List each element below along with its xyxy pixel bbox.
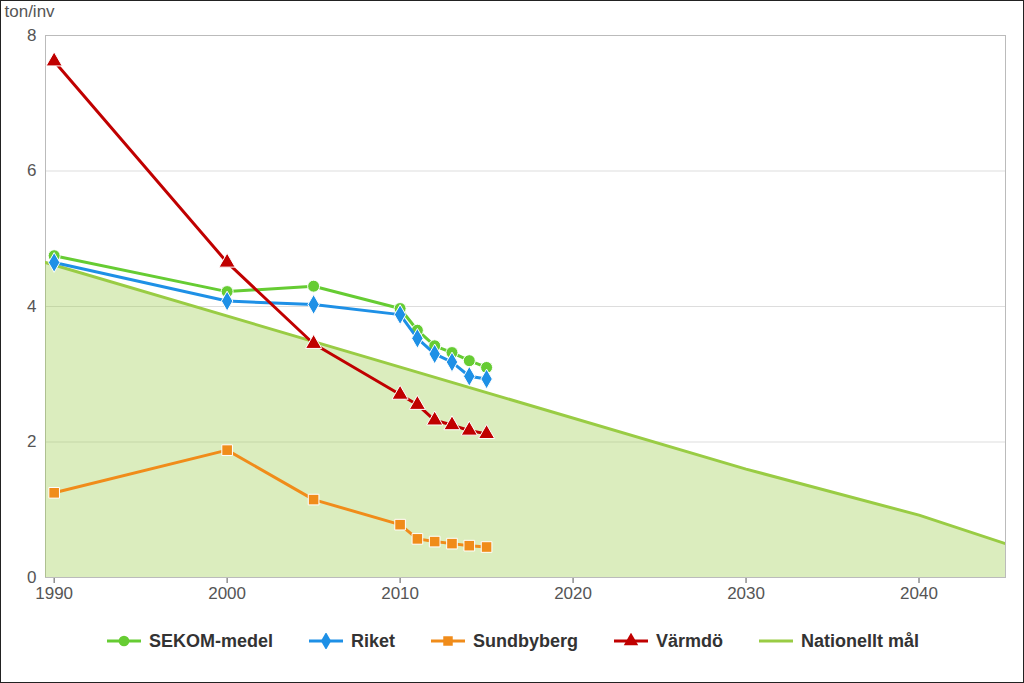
svg-text:0: 0 [27, 567, 37, 587]
svg-text:ton/inv: ton/inv [5, 2, 56, 21]
svg-text:6: 6 [27, 161, 36, 180]
svg-text:2040: 2040 [900, 584, 938, 603]
html-text:Nationellt mål: Nationellt mål [801, 630, 920, 651]
svg-text:4: 4 [27, 297, 36, 316]
svg-text:1990: 1990 [35, 584, 73, 603]
html-text:SEKOM-medel: SEKOM-medel [148, 630, 273, 651]
svg-text:2000: 2000 [208, 584, 246, 603]
html-text:Riket: Riket [351, 630, 395, 651]
svg-text:2020: 2020 [554, 584, 592, 603]
html-text:Sundbyberg: Sundbyberg [473, 630, 578, 651]
svg-text:2: 2 [27, 432, 36, 451]
svg-text:8: 8 [27, 26, 36, 45]
svg-text:2010: 2010 [381, 584, 419, 603]
html-text:Värmdö: Värmdö [656, 630, 723, 651]
svg-text:2030: 2030 [727, 584, 765, 603]
